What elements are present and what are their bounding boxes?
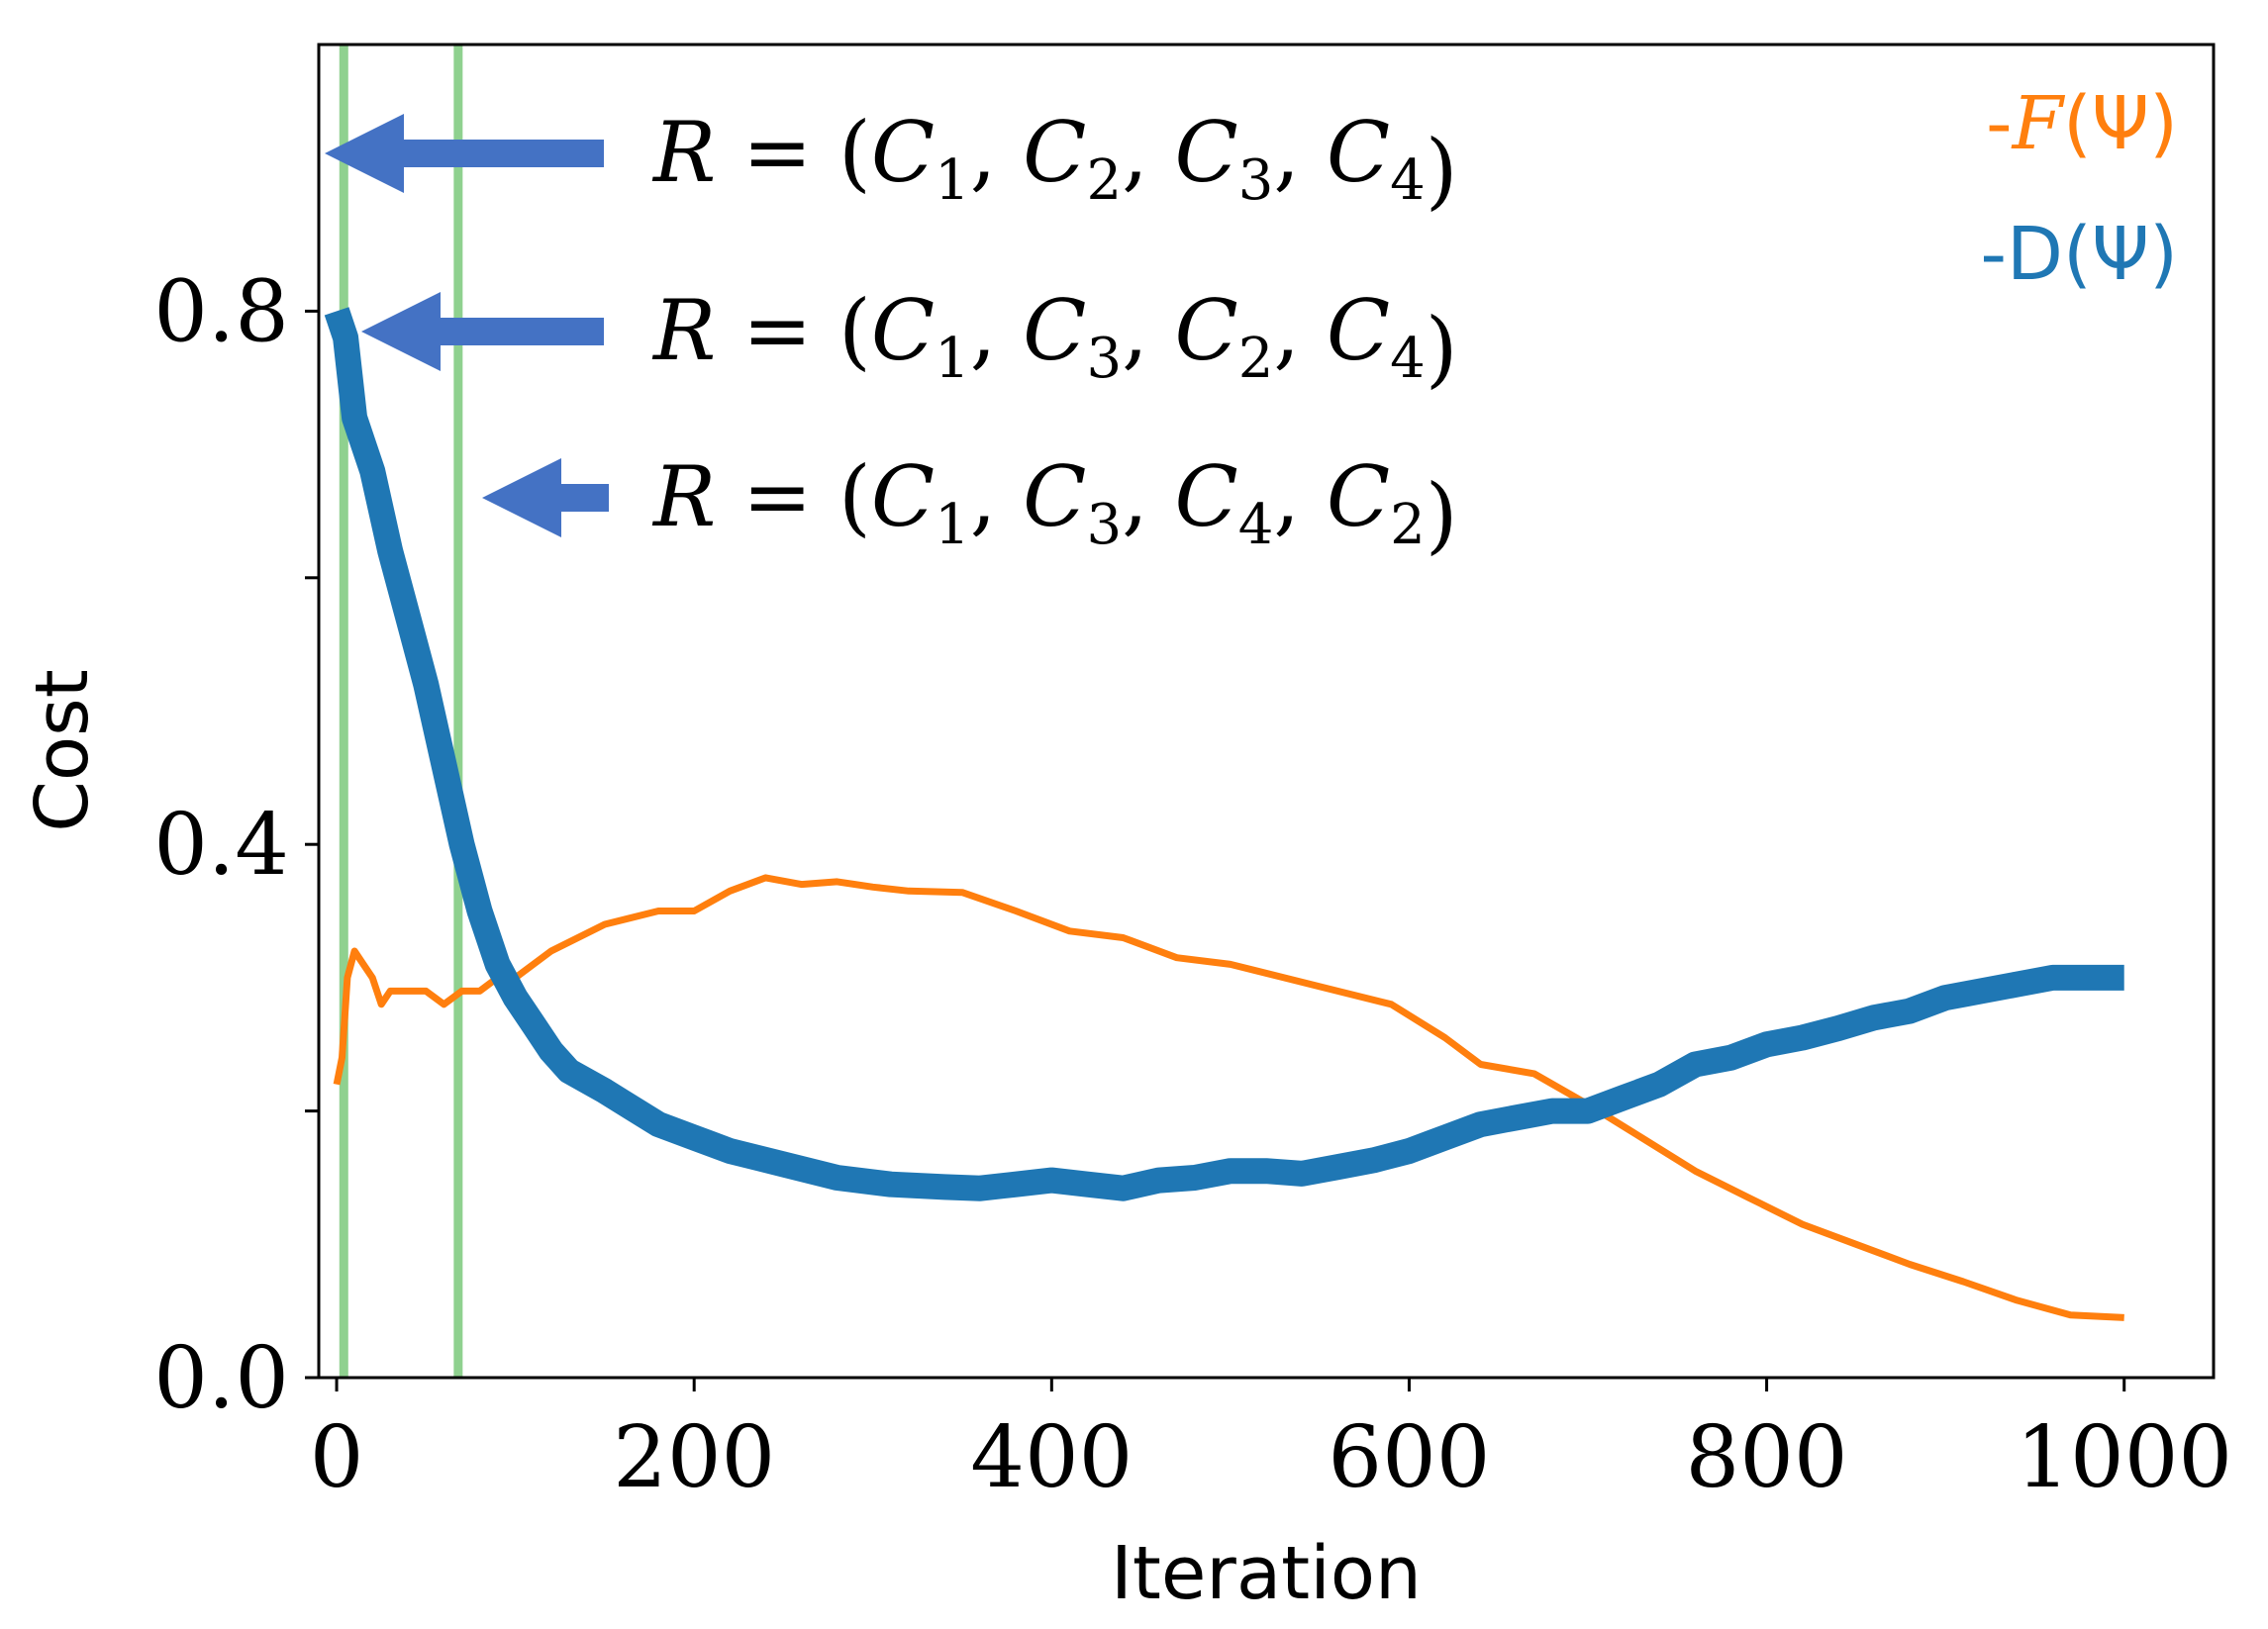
annotation-lhs: R [651, 282, 716, 379]
annotation-equals: = [716, 282, 838, 379]
x-tick-label-400: 400 [970, 1408, 1133, 1507]
annotation-term-C4: C [1174, 448, 1237, 545]
y-tick-label-0: 0.0 [153, 1329, 289, 1428]
annotation-separator: , [1122, 448, 1174, 545]
axes-frame [317, 43, 2216, 1380]
x-tick-label-800: 800 [1686, 1408, 1848, 1507]
y-tick-label-0.8: 0.8 [153, 262, 289, 361]
annotation-close-paren: ) [1426, 466, 1458, 563]
annotation-term-C4: C [1327, 282, 1390, 379]
annotation-term-C4: C [1327, 104, 1390, 201]
annotation-term-C2: C [1327, 448, 1390, 545]
y-tick-label-0.4: 0.4 [153, 796, 289, 895]
legend-prefix: - [1980, 212, 2007, 297]
annotation-separator: , [1122, 282, 1174, 379]
annotation-term-C3: C [1174, 104, 1237, 201]
annotation-subscript: 2 [1238, 327, 1274, 391]
annotation-subscript: 4 [1238, 493, 1274, 557]
annotation-arrow-3 [482, 458, 609, 537]
annotation-text-1: R = (C1, C2, C3, C4) [651, 104, 1458, 219]
axis-ticks: 0 200 400 600 800 1000 0.0 0.4 0.8 [153, 262, 2232, 1507]
annotation-separator: , [970, 104, 1023, 201]
annotation-close-paren: ) [1426, 122, 1458, 219]
legend-entry-f-psi: -F(Ψ) [1986, 81, 2178, 166]
annotation-term-C1: C [871, 104, 935, 201]
annotation-lhs: R [651, 448, 716, 545]
annotation-separator: , [970, 282, 1023, 379]
annotation-term-C2: C [1174, 282, 1237, 379]
annotation-subscript: 3 [1238, 148, 1274, 213]
annotation-subscript: 4 [1390, 148, 1426, 213]
x-tick-label-1000: 1000 [2016, 1408, 2232, 1507]
annotation-subscript: 4 [1390, 327, 1426, 391]
annotation-separator: , [1273, 282, 1326, 379]
legend-symbol: F [2011, 81, 2066, 166]
x-tick-label-200: 200 [613, 1408, 775, 1507]
annotation-arrow-1 [325, 114, 604, 193]
y-axis-title: Cost [20, 669, 105, 832]
annotation-separator: , [970, 448, 1023, 545]
annotation-subscript: 2 [1390, 493, 1426, 557]
annotation-subscript: 3 [1086, 327, 1122, 391]
annotation-subscript: 1 [935, 493, 970, 557]
annotation-term-C3: C [1023, 448, 1086, 545]
annotation-subscript: 3 [1086, 493, 1122, 557]
legend-symbol: D [2007, 212, 2063, 297]
axis-labels: Iteration Cost [20, 669, 1422, 1616]
annotation-equals: = [716, 448, 838, 545]
annotation-close-paren: ) [1426, 300, 1458, 397]
series-line-d-psi [324, 307, 2124, 1201]
annotations: R = (C1, C2, C3, C4)R = (C1, C3, C2, C4)… [325, 104, 1458, 563]
annotation-subscript: 2 [1086, 148, 1122, 213]
annotation-term-C1: C [871, 282, 935, 379]
annotation-term-C3: C [1023, 282, 1086, 379]
legend-arg: (Ψ) [2063, 212, 2178, 297]
annotation-open-paren: ( [838, 282, 871, 379]
annotation-lhs: R [651, 104, 716, 201]
legend-entry-d-psi: -D(Ψ) [1980, 212, 2178, 297]
annotation-arrow-2 [361, 292, 604, 371]
annotation-text-2: R = (C1, C3, C2, C4) [651, 282, 1458, 397]
annotation-term-C1: C [871, 448, 935, 545]
annotation-term-C2: C [1023, 104, 1086, 201]
series-line-f-psi [333, 874, 2124, 1321]
legend: -F(Ψ)-D(Ψ) [1980, 81, 2178, 297]
x-tick-label-0: 0 [310, 1408, 364, 1507]
annotation-subscript: 1 [935, 148, 970, 213]
annotation-separator: , [1122, 104, 1174, 201]
legend-prefix: - [1986, 81, 2013, 166]
annotation-equals: = [716, 104, 838, 201]
x-axis-title: Iteration [1111, 1531, 1422, 1616]
annotation-separator: , [1273, 448, 1326, 545]
annotation-open-paren: ( [838, 104, 871, 201]
annotation-separator: , [1273, 104, 1326, 201]
legend-arg: (Ψ) [2063, 81, 2178, 166]
annotation-open-paren: ( [838, 448, 871, 545]
plot-area [317, 43, 2216, 1380]
annotation-subscript: 1 [935, 327, 970, 391]
x-tick-label-600: 600 [1328, 1408, 1490, 1507]
annotation-text-3: R = (C1, C3, C4, C2) [651, 448, 1458, 563]
